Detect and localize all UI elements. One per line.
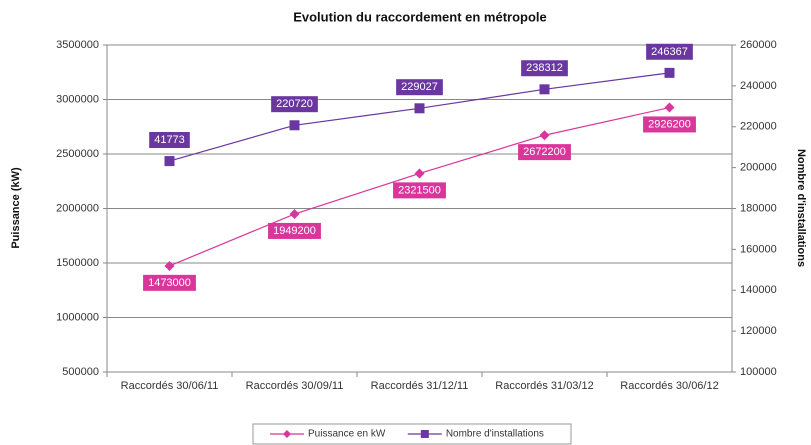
point-marker <box>664 67 675 78</box>
data-label: 2321500 <box>393 182 446 199</box>
legend-label: Puissance en kW <box>308 429 386 440</box>
y2-tick-label: 140000 <box>740 284 777 296</box>
data-label-text: 1473000 <box>148 277 191 289</box>
label-box <box>143 274 196 291</box>
label-box <box>518 144 571 161</box>
point-marker <box>664 102 675 113</box>
y2-axis-title: Nombre d'installations <box>795 149 807 267</box>
label-box <box>268 222 321 239</box>
data-label: 1473000 <box>143 274 196 291</box>
data-label: 220720 <box>271 96 318 113</box>
y2-tick-label: 160000 <box>740 243 777 255</box>
point-marker <box>414 168 425 179</box>
y2-tick-label: 240000 <box>740 80 777 92</box>
point-marker <box>539 130 550 141</box>
y2-tick-label: 200000 <box>740 162 777 174</box>
point-marker <box>414 103 425 114</box>
data-label: 238312 <box>521 60 568 77</box>
y2-tick-label: 220000 <box>740 121 777 133</box>
legend-marker <box>420 430 429 438</box>
point-marker <box>289 209 300 220</box>
point-marker <box>289 120 300 131</box>
label-box <box>271 96 318 113</box>
data-label-text: 246367 <box>651 46 688 58</box>
y2-tick-label: 180000 <box>740 202 777 214</box>
y-tick-label: 2000000 <box>56 202 99 214</box>
data-label-text: 220720 <box>276 98 313 110</box>
legend-label: Nombre d'installations <box>446 429 544 440</box>
x-tick-label: Raccordés 30/06/12 <box>620 380 718 392</box>
data-label-text: 2926200 <box>648 118 691 130</box>
data-label-text: 1949200 <box>273 225 316 237</box>
y-tick-label: 1500000 <box>56 257 99 269</box>
data-label: 2926200 <box>643 116 696 133</box>
legend-marker <box>283 430 291 438</box>
legend: Puissance en kW Nombre d'installations <box>252 423 572 445</box>
data-label: 1949200 <box>268 222 321 239</box>
data-label-text: 2672200 <box>523 146 566 158</box>
y-tick-label: 3500000 <box>56 39 99 51</box>
y-axis-title: Puissance (kW) <box>10 167 22 249</box>
label-box <box>643 116 696 133</box>
data-label-text: 2321500 <box>398 184 441 196</box>
data-label-text: 238312 <box>526 62 563 74</box>
annotation: 41773 <box>149 131 190 148</box>
y2-tick-label: 260000 <box>740 39 777 51</box>
data-label: 246367 <box>646 43 693 60</box>
y2-tick-label: 100000 <box>740 366 777 378</box>
y2-tick-label: 120000 <box>740 325 777 337</box>
label-box <box>396 79 443 96</box>
point-marker <box>164 260 175 271</box>
y-tick-label: 2500000 <box>56 148 99 160</box>
chart-title: Evolution du raccordement en métropole <box>293 9 547 24</box>
x-tick-label: Raccordés 31/03/12 <box>495 380 593 392</box>
y-tick-label: 3000000 <box>56 93 99 105</box>
plot-border <box>106 44 733 373</box>
point-marker <box>164 156 175 167</box>
x-tick-label: Raccordés 30/09/11 <box>246 380 344 392</box>
label-box <box>521 60 568 77</box>
x-tick-label: Raccordés 30/06/11 <box>121 380 219 392</box>
label-box <box>393 182 446 199</box>
annotation-text: 41773 <box>154 134 185 146</box>
label-box <box>149 131 190 148</box>
x-tick-label: Raccordés 31/12/11 <box>371 380 469 392</box>
y-tick-label: 1000000 <box>56 311 99 323</box>
data-label: 229027 <box>396 79 443 96</box>
label-box <box>646 43 693 60</box>
data-label: 2672200 <box>518 144 571 161</box>
point-marker <box>539 84 550 95</box>
data-label-text: 229027 <box>401 81 438 93</box>
y-tick-label: 500000 <box>62 366 99 378</box>
